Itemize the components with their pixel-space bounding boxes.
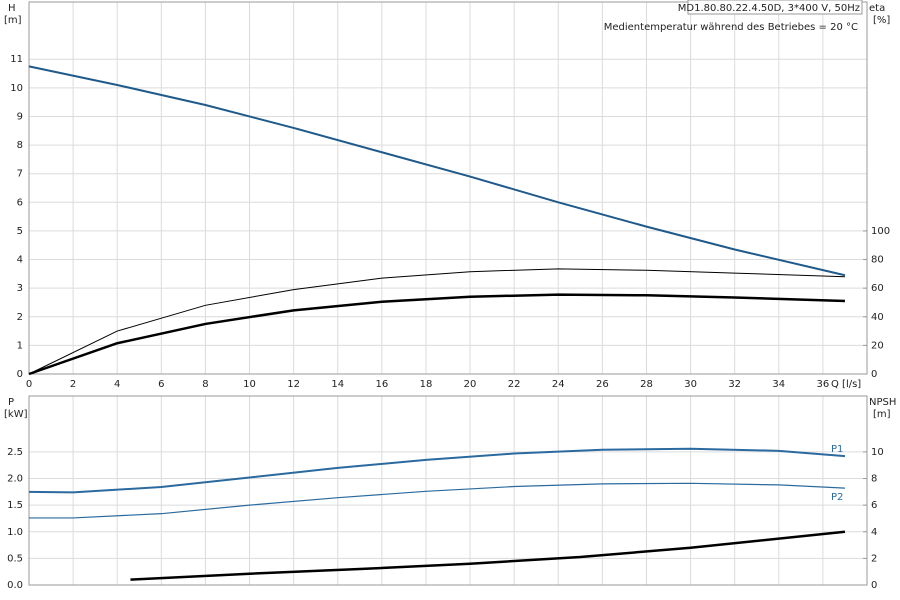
y-tick-label: 0.5	[7, 553, 23, 564]
series-line	[130, 530, 846, 581]
y2-tick-label: 8	[871, 474, 877, 485]
y-tick-label: 10	[10, 83, 23, 94]
y2-tick-label: 100	[871, 226, 890, 237]
x-tick-label: 28	[640, 379, 653, 390]
x-tick-label: 30	[684, 379, 697, 390]
x-tick-label: 6	[158, 379, 164, 390]
y2-tick-label: 60	[871, 283, 884, 294]
x-tick-label: 20	[464, 379, 477, 390]
y2-axis-label: eta	[869, 3, 885, 14]
y-axis-label: P	[8, 397, 14, 408]
series-line	[28, 268, 845, 375]
x-tick-label: 26	[596, 379, 609, 390]
y-axis-label: H	[8, 3, 16, 14]
x-tick-label: 14	[331, 379, 344, 390]
x-tick-label: 4	[114, 379, 120, 390]
x-tick-label: 0	[26, 379, 32, 390]
y2-tick-label: 10	[871, 447, 884, 458]
series-line	[28, 65, 846, 277]
y-tick-label: 2.5	[7, 447, 23, 458]
y2-tick-label: 20	[871, 340, 884, 351]
y2-tick-label: 2	[871, 553, 877, 564]
y-tick-label: 11	[10, 54, 23, 65]
y-tick-label: 0.0	[7, 580, 23, 591]
y2-tick-label: 80	[871, 255, 884, 266]
x-tick-label: 16	[375, 379, 388, 390]
y-tick-label: 9	[17, 111, 23, 122]
y2-axis-unit: [m]	[873, 409, 891, 420]
x-axis-label: Q [l/s]	[831, 379, 861, 390]
plot-frame	[28, 1, 868, 375]
y-tick-label: 5	[17, 226, 23, 237]
chart-title: MD1.80.80.22.4.50D, 3*400 V, 50Hz	[678, 3, 860, 14]
y-tick-label: 0	[17, 369, 23, 380]
x-tick-label: 36	[817, 379, 830, 390]
series-line	[28, 293, 845, 376]
y-tick-label: 1	[17, 340, 23, 351]
x-tick-label: 8	[202, 379, 208, 390]
y-tick-label: 1.5	[7, 500, 23, 511]
y2-axis-unit: [%]	[873, 15, 890, 26]
y2-tick-label: 0	[871, 369, 877, 380]
y-tick-label: 3	[17, 283, 23, 294]
x-tick-label: 10	[243, 379, 256, 390]
y-tick-label: 7	[17, 169, 23, 180]
y2-tick-label: 4	[871, 527, 877, 538]
title-box	[687, 0, 863, 15]
plot-frame	[28, 395, 868, 586]
y-tick-label: 8	[17, 140, 23, 151]
y-tick-label: 4	[17, 255, 23, 266]
x-tick-label: 34	[772, 379, 785, 390]
y2-tick-label: 40	[871, 312, 884, 323]
y2-tick-label: 6	[871, 500, 877, 511]
y-tick-label: 6	[17, 197, 23, 208]
x-tick-label: 22	[508, 379, 521, 390]
x-tick-label: 24	[552, 379, 565, 390]
y-tick-label: 2.0	[7, 474, 23, 485]
series-line	[29, 482, 845, 519]
series-label: P1	[831, 444, 843, 455]
y2-axis-label: NPSH	[869, 397, 896, 408]
series-line	[28, 447, 846, 494]
x-tick-label: 18	[420, 379, 433, 390]
y-tick-label: 1.0	[7, 527, 23, 538]
chart-subtitle: Medientemperatur während des Betriebes =…	[604, 22, 858, 33]
y-tick-label: 2	[17, 312, 23, 323]
y-axis-unit: [kW]	[4, 409, 28, 420]
x-tick-label: 2	[70, 379, 76, 390]
x-tick-label: 32	[728, 379, 741, 390]
x-tick-label: 12	[287, 379, 300, 390]
y-axis-unit: [m]	[4, 15, 22, 26]
y2-tick-label: 0	[871, 580, 877, 591]
series-label: P2	[831, 492, 843, 503]
